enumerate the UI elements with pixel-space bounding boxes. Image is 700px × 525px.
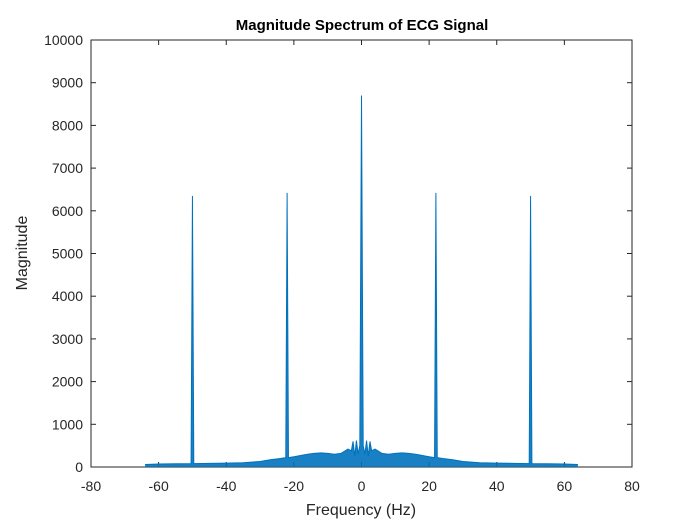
- y-tick-label: 3000: [52, 331, 83, 347]
- y-tick-label: 1000: [52, 416, 83, 432]
- x-tick-label: 80: [624, 478, 640, 494]
- y-tick-label: 8000: [52, 117, 83, 133]
- y-tick-label: 0: [75, 459, 83, 475]
- y-axis: 0 1000 2000 3000 4000 5000 6000 7000 8000 9000 100…: [44, 32, 632, 475]
- chart-title: Magnitude Spectrum of ECG Signal: [236, 17, 489, 34]
- y-tick-label: 5000: [52, 246, 83, 262]
- x-tick-label: 60: [557, 478, 573, 494]
- y-tick-label: 4000: [52, 288, 83, 304]
- y-tick-label: 6000: [52, 203, 83, 219]
- x-tick-label: -20: [284, 478, 304, 494]
- y-tick-label: 7000: [52, 160, 83, 176]
- x-tick-label: 40: [489, 478, 505, 494]
- y-tick-label: 9000: [52, 75, 83, 91]
- x-tick-label: 0: [358, 478, 366, 494]
- x-axis-label: Frequency (Hz): [306, 502, 416, 519]
- x-tick-label: -60: [149, 478, 169, 494]
- series-layer: [145, 95, 578, 467]
- series-noise-floor: [145, 95, 578, 467]
- x-tick-label: -80: [81, 478, 101, 494]
- x-tick-label: -40: [216, 478, 236, 494]
- y-tick-label: 10000: [44, 32, 83, 48]
- x-tick-label: 20: [421, 478, 437, 494]
- series-line: [145, 95, 578, 465]
- y-axis-label: Magnitude: [14, 216, 31, 291]
- y-tick-label: 2000: [52, 374, 83, 390]
